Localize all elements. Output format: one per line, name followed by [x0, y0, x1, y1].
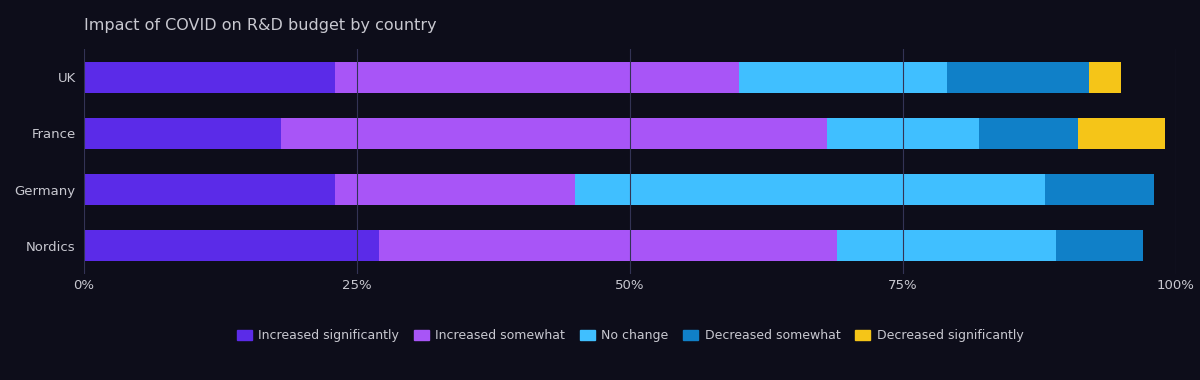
Bar	[1088, 62, 1122, 93]
Bar	[281, 118, 827, 149]
Bar	[1078, 118, 1165, 149]
Bar	[838, 230, 1056, 261]
Bar	[1045, 174, 1154, 205]
Bar	[84, 118, 281, 149]
Bar	[335, 62, 739, 93]
Bar	[84, 62, 335, 93]
Bar	[979, 118, 1078, 149]
Bar	[379, 230, 838, 261]
Bar	[576, 174, 1045, 205]
Bar	[739, 62, 947, 93]
Legend: Increased significantly, Increased somewhat, No change, Decreased somewhat, Decr: Increased significantly, Increased somew…	[236, 329, 1024, 342]
Bar	[827, 118, 979, 149]
Bar	[947, 62, 1088, 93]
Text: Impact of COVID on R&D budget by country: Impact of COVID on R&D budget by country	[84, 18, 437, 33]
Bar	[84, 230, 379, 261]
Bar	[1056, 230, 1144, 261]
Bar	[335, 174, 576, 205]
Bar	[84, 174, 335, 205]
